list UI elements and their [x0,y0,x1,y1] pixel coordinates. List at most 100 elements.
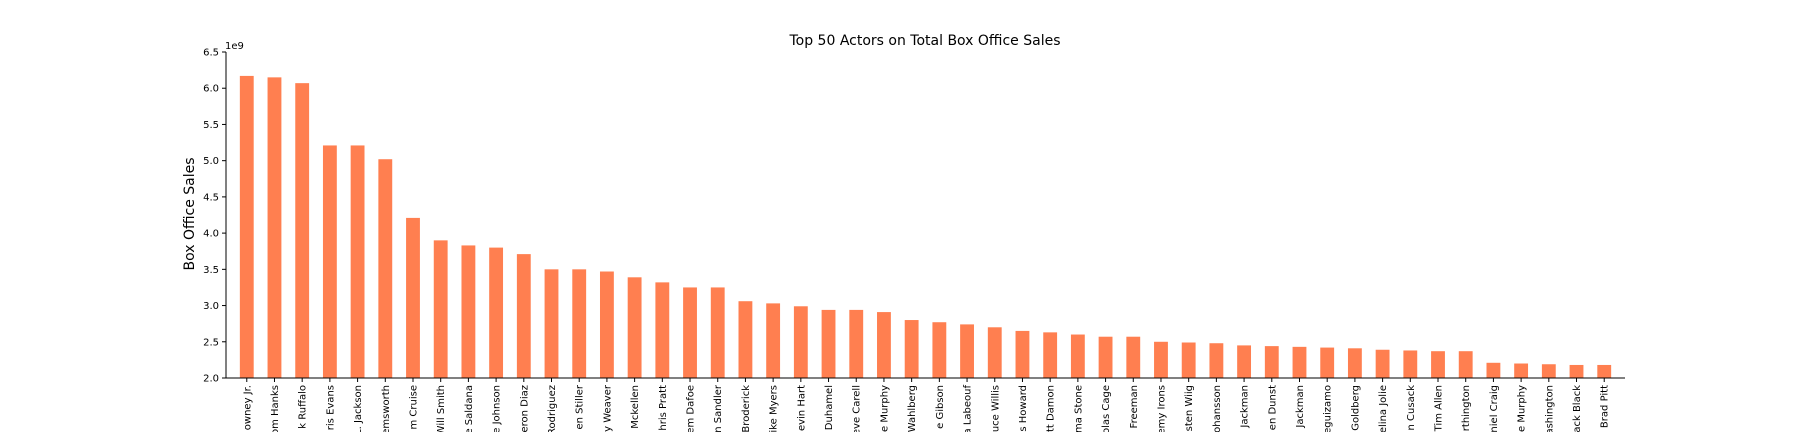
bar [1154,341,1168,378]
bar [627,277,642,378]
x-tick-label: Wahlberg [907,385,918,432]
bar [821,309,836,378]
bar [710,287,725,378]
x-tick-label: om Hanks [270,385,281,432]
x-tick-label: eron Diaz [519,385,530,432]
x-tick-label: ohansson [1212,385,1223,432]
bars-group [239,75,1612,379]
x-tick-label: tt Damon [1046,385,1057,432]
chart-title: Top 50 Actors on Total Box Office Sales [788,33,1060,49]
bar [1597,364,1612,378]
x-tick-label: eguizamo [1323,385,1334,432]
y-axis-offset-label: 1e9 [225,41,244,52]
x-tick-label: Brad Pitt [1600,385,1611,428]
bar [461,245,476,378]
y-tick-label: 4.5 [203,192,219,203]
x-tick-label: ashington [1544,385,1555,432]
bar [1486,362,1501,378]
y-tick-label: 5.5 [203,120,219,131]
bar [987,327,1002,378]
bar [350,145,365,378]
bar [544,269,559,378]
bar [1458,351,1473,378]
bar [1403,350,1418,378]
x-tick-label: uce Willis [990,385,1001,432]
bar [1237,345,1252,378]
x-tick-label: ack Black [1572,385,1583,432]
bar [406,217,420,378]
x-tick-label: elina Jolie [1378,385,1389,432]
x-tick-label: e Murphy [1517,385,1528,432]
x-tick-label: hris Pratt [658,385,669,431]
bar [1320,347,1335,378]
x-tick-label: Mckellen [630,385,641,429]
bar [1541,364,1556,378]
x-tick-label: L. Jackson [353,385,364,432]
x-tick-label: ris Evans [325,385,336,430]
bar [738,301,753,378]
x-tick-label: e Murphy [879,385,890,432]
x-tick-label: rthington [1461,385,1472,431]
y-tick-label: 4.0 [203,229,219,240]
x-tick-label: olas Cage [1101,385,1112,432]
bar [932,322,947,378]
bar [1514,363,1529,378]
bar [1375,349,1390,378]
x-tick-label: Duhamel [824,385,835,430]
x-tick-label: en Dunst [1267,385,1278,430]
bar [1264,346,1279,378]
bar [1209,343,1224,378]
bar [516,254,531,378]
bar [267,77,282,379]
bar [1015,330,1030,378]
x-tick-label: n Cusack [1406,385,1417,431]
y-tick-label: 3.0 [203,301,219,312]
bar [1569,364,1584,378]
x-tick-label: sten Wiig [1184,385,1195,431]
bar [683,287,697,378]
x-tick-label: emsworth [381,385,392,432]
x-tick-label: niel Craig [1489,385,1500,432]
x-tick-label: e Gibson [935,385,946,429]
x-tick-label: owney Jr. [242,385,253,430]
bar [1181,342,1196,378]
x-ticks-group: owney Jr. om Hanks k Ruffalo ris Evans L. Ja… [242,378,1611,432]
bar [877,312,891,378]
bar [433,240,448,378]
x-tick-label: en Stiller [575,384,586,429]
x-tick-label: Jackman [1240,385,1251,429]
x-tick-label: ma Stone [1073,385,1084,432]
bar [1347,348,1362,378]
x-tick-label: n Sandler [713,384,724,432]
x-tick-label: m Cruise [409,385,420,430]
x-tick-label: ike Myers [769,385,780,432]
y-tick-label: 6.0 [203,84,219,95]
bar [1431,351,1445,378]
x-tick-label: Tim Allen [1434,385,1445,432]
bar [295,83,310,379]
x-tick-label: y Weaver [602,384,613,432]
bar [572,269,587,378]
x-tick-label: e Johnson [492,385,503,432]
bar [599,271,614,378]
bar [960,324,974,378]
y-axis-label: Box Office Sales [182,157,198,270]
y-tick-label: 3.5 [203,265,219,276]
bar [378,159,393,378]
x-tick-label: Jackman [1295,385,1306,429]
x-tick-label: Will Smith [436,385,447,432]
y-tick-label: 2.5 [203,337,219,348]
y-tick-label: 2.0 [203,374,219,385]
bar [322,145,337,378]
bar [1292,346,1307,378]
bar [904,320,919,378]
y-ticks-group: 2.0 2.5 3.0 3.5 4.0 4.5 5.0 5.5 6.0 6.5 [203,48,226,385]
bar [239,75,254,378]
x-tick-label: emy Irons [1156,385,1167,432]
bar [489,247,504,378]
x-tick-label: a Labeouf [963,385,974,432]
bar [1043,332,1058,378]
bar [1070,334,1085,378]
x-tick-label: Freeman [1129,385,1140,428]
